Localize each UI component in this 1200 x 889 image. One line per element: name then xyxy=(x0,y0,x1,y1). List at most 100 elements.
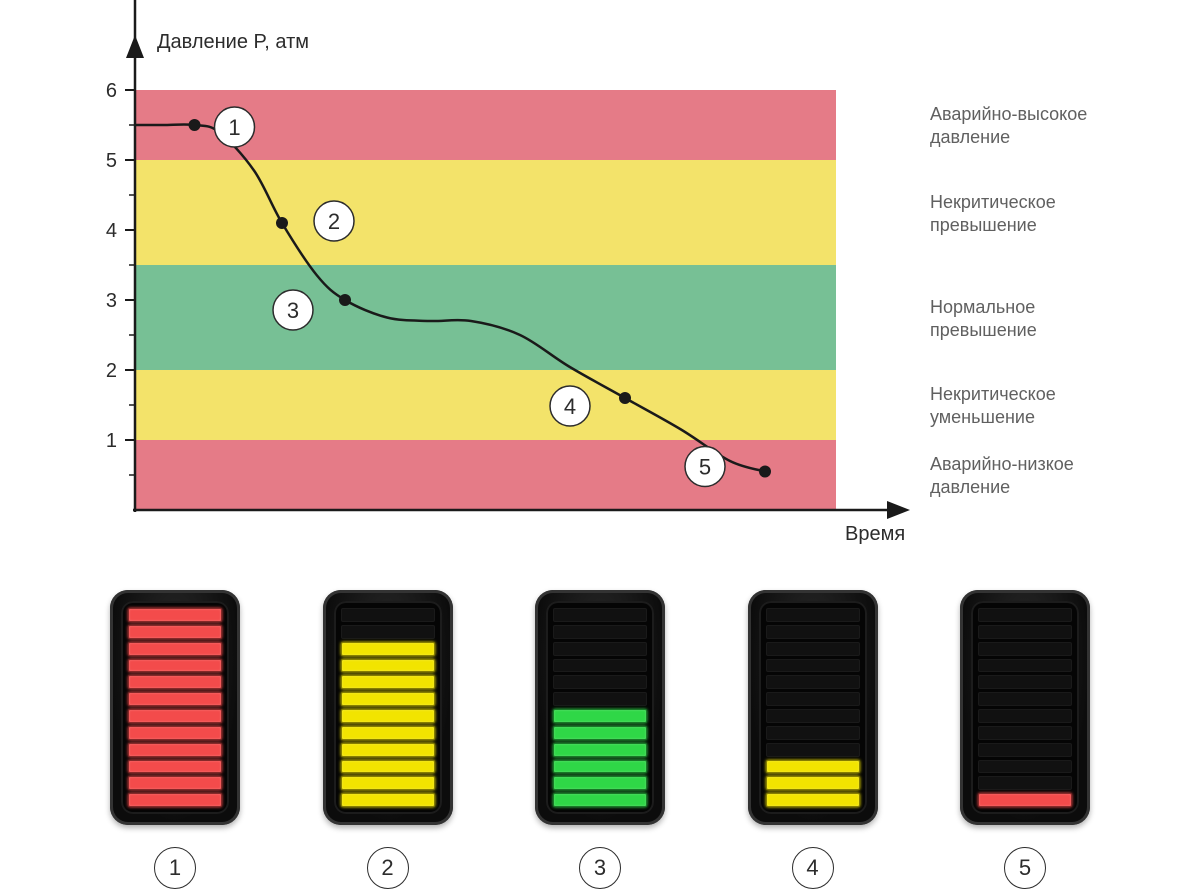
led-segment xyxy=(978,675,1072,689)
led-segment xyxy=(553,743,647,757)
indicator-column: 2 xyxy=(323,590,453,889)
led-segment xyxy=(553,625,647,639)
data-point xyxy=(759,466,771,478)
indicator-column: 1 xyxy=(110,590,240,889)
zone-band xyxy=(136,265,836,370)
led-segment xyxy=(553,776,647,790)
led-segment xyxy=(553,675,647,689)
point-label-number: 4 xyxy=(564,394,576,419)
data-point xyxy=(276,217,288,229)
x-axis-arrow xyxy=(887,501,910,519)
led-segment xyxy=(766,642,860,656)
led-segment xyxy=(766,692,860,706)
zone-band xyxy=(136,440,836,510)
y-axis-arrow xyxy=(126,35,144,58)
led-segment xyxy=(553,642,647,656)
led-segment xyxy=(128,743,222,757)
led-segment xyxy=(553,709,647,723)
led-segment xyxy=(553,608,647,622)
led-segment xyxy=(766,760,860,774)
led-segment xyxy=(978,625,1072,639)
led-segment xyxy=(128,793,222,807)
led-segment xyxy=(341,692,435,706)
led-segment xyxy=(553,659,647,673)
led-segment xyxy=(978,692,1072,706)
led-segment xyxy=(128,726,222,740)
point-label-number: 3 xyxy=(287,298,299,323)
led-segment xyxy=(766,726,860,740)
zone-label: Аварийно-низкоедавление xyxy=(930,453,1074,500)
y-tick-label: 2 xyxy=(106,360,117,382)
led-segment xyxy=(341,793,435,807)
indicator-number: 5 xyxy=(1004,847,1046,889)
indicator-number: 3 xyxy=(579,847,621,889)
zone-band xyxy=(136,160,836,265)
led-indicator xyxy=(748,590,878,825)
led-indicator xyxy=(110,590,240,825)
indicator-column: 4 xyxy=(748,590,878,889)
indicator-column: 5 xyxy=(960,590,1090,889)
indicator-number: 4 xyxy=(792,847,834,889)
led-segment xyxy=(128,608,222,622)
y-tick-label: 1 xyxy=(106,430,117,452)
led-segment xyxy=(341,726,435,740)
led-segment xyxy=(766,793,860,807)
zone-label: Нормальноепревышение xyxy=(930,296,1037,343)
led-segment xyxy=(341,675,435,689)
led-segment xyxy=(128,659,222,673)
data-point xyxy=(619,392,631,404)
led-segment xyxy=(128,642,222,656)
led-segment xyxy=(553,760,647,774)
led-segment xyxy=(978,659,1072,673)
y-tick-label: 4 xyxy=(106,220,117,242)
led-segment xyxy=(766,776,860,790)
led-segment xyxy=(128,760,222,774)
y-tick-label: 6 xyxy=(106,80,117,102)
led-segment xyxy=(766,743,860,757)
zone-band xyxy=(136,370,836,440)
led-segment xyxy=(978,726,1072,740)
led-segment xyxy=(553,793,647,807)
led-segment xyxy=(128,675,222,689)
point-label-number: 1 xyxy=(228,115,240,140)
led-segment xyxy=(341,659,435,673)
led-segment xyxy=(553,692,647,706)
led-segment xyxy=(341,709,435,723)
led-segment xyxy=(978,760,1072,774)
led-segment xyxy=(128,692,222,706)
zone-label: Некритическоеуменьшение xyxy=(930,383,1056,430)
led-indicator xyxy=(535,590,665,825)
led-segment xyxy=(766,608,860,622)
y-tick-label: 3 xyxy=(106,290,117,312)
data-point xyxy=(339,294,351,306)
data-point xyxy=(189,119,201,131)
led-segment xyxy=(978,776,1072,790)
led-segment xyxy=(978,709,1072,723)
led-segment xyxy=(978,743,1072,757)
led-segment xyxy=(341,642,435,656)
indicator-row: 1 2 3 4 5 xyxy=(110,590,1090,889)
led-segment xyxy=(128,776,222,790)
led-segment xyxy=(978,793,1072,807)
led-segment xyxy=(341,743,435,757)
x-axis-label: Время xyxy=(845,523,905,545)
indicator-number: 2 xyxy=(367,847,409,889)
led-segment xyxy=(766,709,860,723)
indicator-column: 3 xyxy=(535,590,665,889)
indicator-number: 1 xyxy=(154,847,196,889)
led-segment xyxy=(341,625,435,639)
led-segment xyxy=(766,625,860,639)
y-tick-label: 5 xyxy=(106,150,117,172)
point-label-number: 2 xyxy=(328,209,340,234)
zone-label: Некритическоепревышение xyxy=(930,191,1056,238)
led-segment xyxy=(766,675,860,689)
led-indicator xyxy=(323,590,453,825)
led-segment xyxy=(341,608,435,622)
y-axis-label: Давление P, атм xyxy=(157,31,309,53)
led-segment xyxy=(341,776,435,790)
zone-label: Аварийно-высокоедавление xyxy=(930,103,1087,150)
point-label-number: 5 xyxy=(699,455,711,480)
led-segment xyxy=(553,726,647,740)
led-segment xyxy=(978,642,1072,656)
led-segment xyxy=(978,608,1072,622)
